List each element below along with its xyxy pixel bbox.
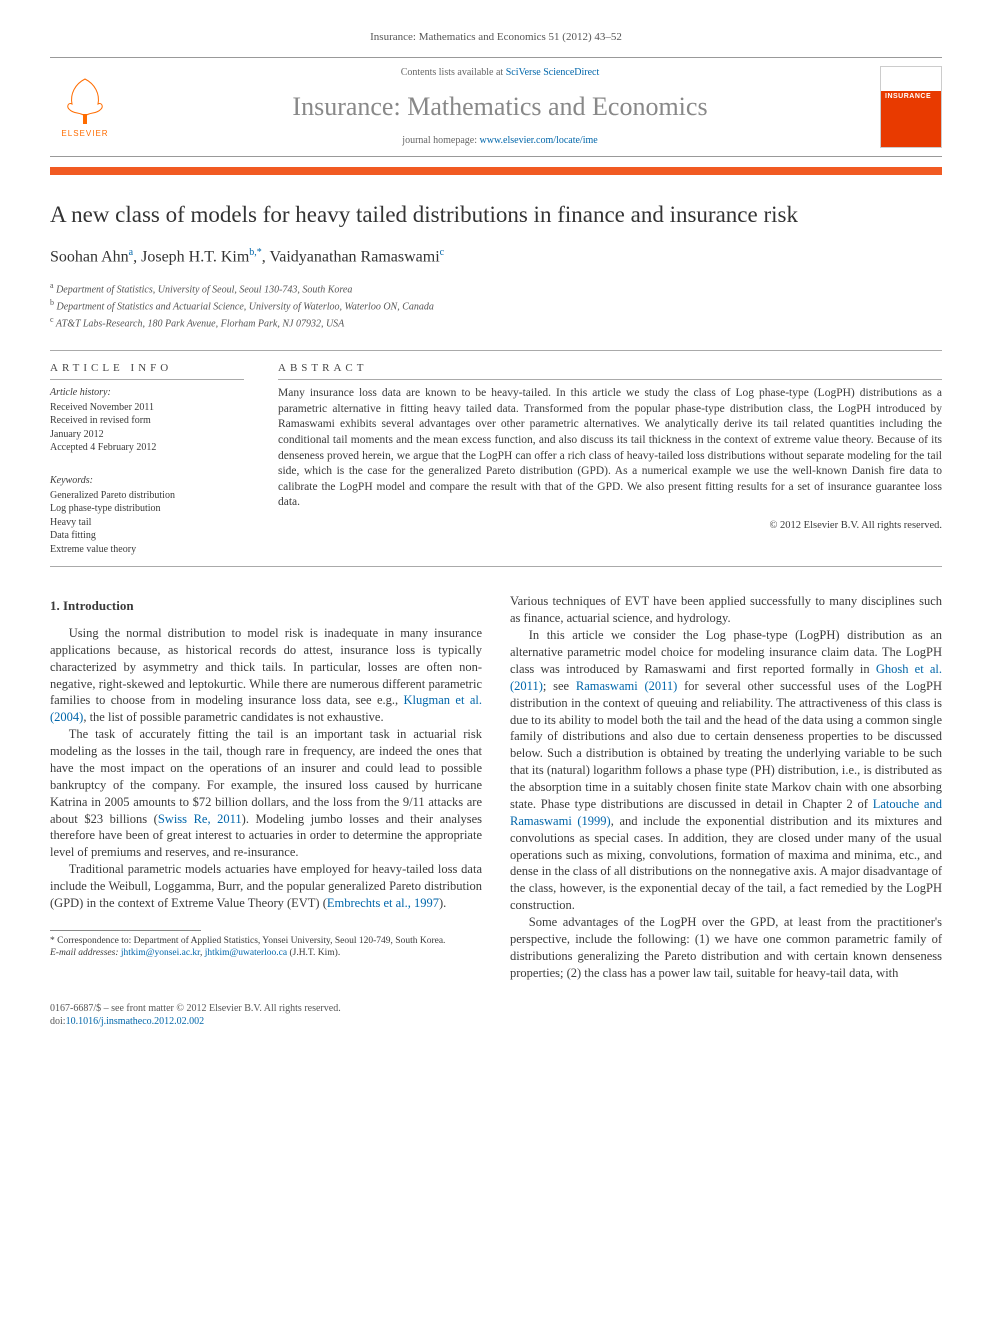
accent-rule — [50, 167, 942, 175]
footer-block: 0167-6687/$ – see front matter © 2012 El… — [50, 1002, 942, 1029]
affiliation: b Department of Statistics and Actuarial… — [50, 297, 942, 314]
article-info-column: ARTICLE INFO Article history: Received N… — [50, 351, 260, 567]
journal-name: Insurance: Mathematics and Economics — [138, 89, 862, 124]
affiliation: a Department of Statistics, University o… — [50, 280, 942, 297]
history-label: Article history: — [50, 386, 244, 400]
paragraph: Traditional parametric models actuaries … — [50, 861, 482, 912]
paragraph: The task of accurately fitting the tail … — [50, 726, 482, 861]
doi-line: doi:10.1016/j.insmatheco.2012.02.002 — [50, 1015, 942, 1029]
contents-prefix: Contents lists available at — [401, 67, 506, 78]
affiliations: a Department of Statistics, University o… — [50, 280, 942, 332]
history-line: Received November 2011 — [50, 401, 244, 415]
citation-link[interactable]: Swiss Re, 2011 — [158, 812, 242, 826]
abstract-column: ABSTRACT Many insurance loss data are kn… — [260, 351, 942, 567]
paragraph: In this article we consider the Log phas… — [510, 627, 942, 914]
keyword: Log phase-type distribution — [50, 502, 244, 516]
publisher-label: ELSEVIER — [61, 129, 108, 140]
keyword: Generalized Pareto distribution — [50, 489, 244, 503]
section-heading: 1. Introduction — [50, 597, 482, 615]
corresponding-note: * Correspondence to: Department of Appli… — [50, 935, 482, 947]
elsevier-logo: ELSEVIER — [50, 67, 120, 147]
banner-center: Contents lists available at SciVerse Sci… — [138, 66, 862, 148]
elsevier-tree-icon — [60, 74, 110, 129]
citation-link[interactable]: Embrechts et al., 1997 — [327, 896, 439, 910]
footnote-rule — [50, 930, 201, 931]
authors: Soohan Ahna, Joseph H.T. Kimb,*, Vaidyan… — [50, 246, 942, 268]
doi-link[interactable]: 10.1016/j.insmatheco.2012.02.002 — [66, 1016, 205, 1027]
paragraph: Various techniques of EVT have been appl… — [510, 593, 942, 627]
email-note: E-mail addresses: jhtkim@yonsei.ac.kr, j… — [50, 947, 482, 959]
email-link[interactable]: jhtkim@uwaterloo.ca — [205, 948, 287, 958]
history-line: Received in revised form — [50, 414, 244, 428]
abstract-text: Many insurance loss data are known to be… — [278, 386, 942, 510]
contents-line: Contents lists available at SciVerse Sci… — [138, 66, 862, 80]
paragraph: Using the normal distribution to model r… — [50, 625, 482, 726]
keyword: Extreme value theory — [50, 543, 244, 557]
affiliation: c AT&T Labs-Research, 180 Park Avenue, F… — [50, 314, 942, 331]
homepage-prefix: journal homepage: — [402, 135, 479, 146]
abstract-heading: ABSTRACT — [278, 361, 942, 381]
info-abstract-block: ARTICLE INFO Article history: Received N… — [50, 350, 942, 568]
keyword: Heavy tail — [50, 516, 244, 530]
keyword: Data fitting — [50, 529, 244, 543]
homepage-link[interactable]: www.elsevier.com/locate/ime — [480, 135, 598, 146]
body-text: 1. Introduction Using the normal distrib… — [50, 593, 942, 981]
history-line: January 2012 — [50, 428, 244, 442]
scidirect-link[interactable]: SciVerse ScienceDirect — [506, 67, 600, 78]
header-citation: Insurance: Mathematics and Economics 51 … — [50, 30, 942, 45]
citation-link[interactable]: Ramaswami (2011) — [576, 679, 677, 693]
homepage-line: journal homepage: www.elsevier.com/locat… — [138, 134, 862, 148]
abstract-copyright: © 2012 Elsevier B.V. All rights reserved… — [278, 519, 942, 533]
journal-cover-thumb — [880, 66, 942, 148]
journal-banner: ELSEVIER Contents lists available at Sci… — [50, 57, 942, 157]
email-link[interactable]: jhtkim@yonsei.ac.kr — [121, 948, 200, 958]
keywords-label: Keywords: — [50, 474, 244, 488]
footnotes: * Correspondence to: Department of Appli… — [50, 935, 482, 960]
issn-line: 0167-6687/$ – see front matter © 2012 El… — [50, 1002, 942, 1016]
history-line: Accepted 4 February 2012 — [50, 441, 244, 455]
article-title: A new class of models for heavy tailed d… — [50, 201, 942, 230]
paragraph: Some advantages of the LogPH over the GP… — [510, 914, 942, 982]
info-heading: ARTICLE INFO — [50, 361, 244, 381]
